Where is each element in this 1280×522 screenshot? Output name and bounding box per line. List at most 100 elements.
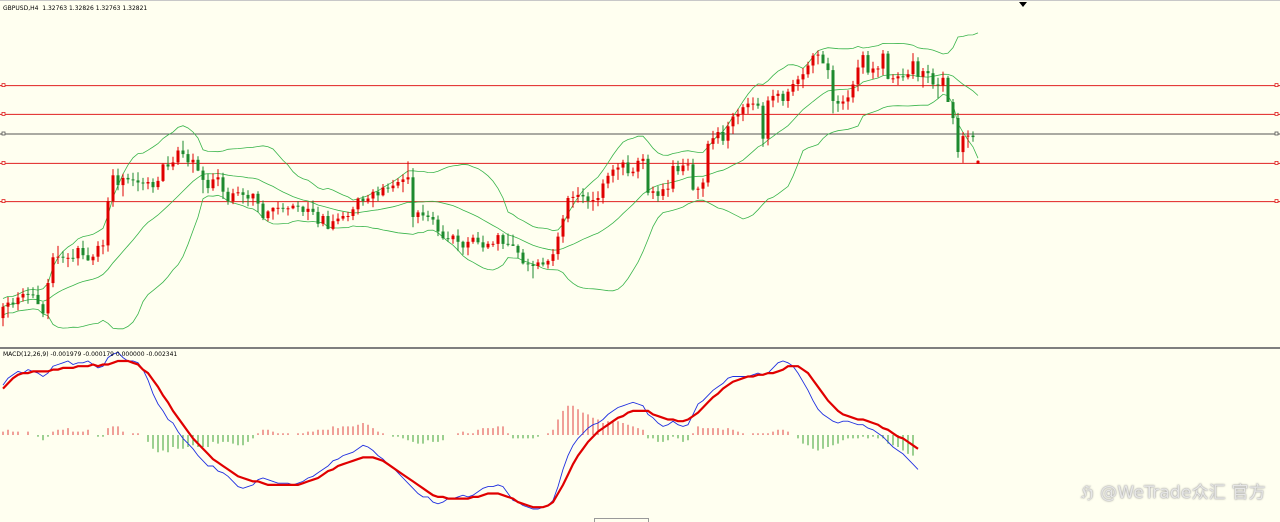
chart-shift-marker-icon[interactable] (1019, 2, 1027, 7)
candle-body (941, 77, 945, 86)
candle (926, 64, 930, 83)
candle (791, 79, 795, 96)
candle (346, 211, 350, 222)
candle (836, 95, 840, 112)
candle (901, 68, 905, 81)
candle-body (516, 245, 520, 253)
candle (691, 158, 695, 191)
candle-body (836, 101, 840, 104)
candle-body (616, 167, 620, 170)
candle (611, 165, 615, 183)
candle (361, 195, 365, 206)
candle (766, 96, 770, 146)
candle-body (171, 162, 175, 167)
candle-body (561, 218, 565, 237)
candle-body (366, 198, 370, 202)
candle (481, 235, 485, 252)
candle (391, 179, 395, 192)
candle (261, 200, 265, 221)
candle (576, 187, 580, 203)
candle-body (936, 84, 940, 86)
level-right-handle (1274, 83, 1279, 87)
candle-body (916, 61, 920, 77)
candle (951, 99, 955, 125)
candle (206, 173, 210, 194)
candle-body (661, 189, 665, 196)
candle (541, 257, 545, 267)
candle (221, 172, 225, 199)
candle-body (506, 243, 510, 245)
candle-body (891, 78, 895, 80)
candle (841, 95, 845, 110)
candle (876, 66, 880, 78)
candle (231, 188, 235, 205)
candle (406, 161, 410, 184)
candle-body (466, 241, 470, 248)
candle-body (106, 201, 110, 246)
candle (516, 244, 520, 259)
candle-body (761, 105, 765, 139)
level-left-handle (1, 131, 6, 136)
candle-body (306, 208, 310, 212)
candle (971, 131, 975, 142)
level-right-handle (1274, 112, 1279, 116)
candle (526, 258, 530, 272)
candle (486, 241, 490, 249)
macd-signal-line (2, 359, 919, 509)
candle-body (416, 212, 420, 217)
candle-body (686, 164, 690, 166)
candle-body (746, 103, 750, 108)
candle-body (46, 283, 50, 314)
pane-divider[interactable] (0, 347, 1280, 349)
candle (536, 259, 540, 270)
candle-body (406, 177, 410, 180)
candle (906, 69, 910, 80)
candle (316, 206, 320, 228)
candle-body (286, 208, 290, 210)
candle-body (351, 209, 355, 216)
candle (476, 232, 480, 245)
candle-body (596, 198, 600, 201)
candle (796, 75, 800, 91)
candle-body (851, 84, 855, 98)
candle (96, 241, 100, 262)
price-chart-pane[interactable]: GBPUSD,H4 1.32763 1.32826 1.32763 1.3282… (0, 0, 1280, 347)
candle-body (336, 218, 340, 222)
candle (771, 89, 775, 108)
candle (1, 303, 5, 327)
candle (961, 132, 965, 163)
candle-body (691, 164, 695, 190)
chart-scroll-marker[interactable] (594, 518, 649, 522)
candle-body (421, 212, 425, 216)
candle-body (756, 103, 760, 106)
candle-body (376, 191, 380, 196)
candle-body (881, 53, 885, 69)
candle-body (876, 68, 880, 70)
candle-body (741, 107, 745, 114)
candle-body (626, 162, 630, 174)
candle-body (6, 302, 10, 307)
candle (891, 74, 895, 83)
candle (861, 51, 865, 74)
macd-chart-svg (2, 351, 919, 510)
candle (921, 68, 925, 88)
candle (641, 154, 645, 170)
candle-body (826, 63, 830, 71)
candle-body (21, 293, 25, 298)
candle-body (131, 179, 135, 181)
candle (241, 188, 245, 204)
macd-values-label: MACD(12,26,9) -0.001979 -0.000179 0.0000… (3, 351, 178, 358)
candle-body (781, 93, 785, 101)
candle (896, 72, 900, 85)
candle (376, 186, 380, 202)
candle (851, 80, 855, 103)
candle (386, 183, 390, 193)
candle-body (546, 260, 550, 265)
watermark-text: @WeTrade众汇 官方 (1100, 483, 1266, 503)
candle-body (316, 211, 320, 224)
candle (456, 229, 460, 252)
macd-indicator-pane[interactable]: MACD(12,26,9) -0.001979 -0.000179 0.0000… (0, 349, 1280, 521)
level-left-handle (1, 160, 6, 165)
candle (301, 205, 305, 216)
